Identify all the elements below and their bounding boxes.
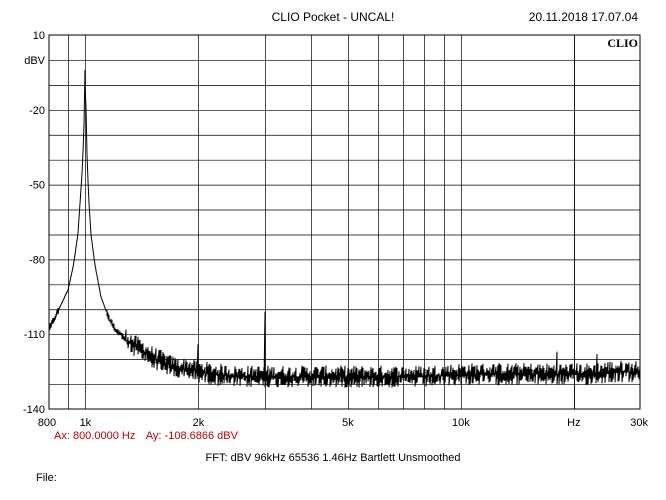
spectrum-trace [48,69,641,388]
file-label: File: [36,472,57,484]
x-tick-label: Hz [567,417,580,429]
x-tick-label: 1k [80,417,92,429]
cursor-ax: Ax: 800.0000 Hz [54,430,136,442]
y-tick-label: -20 [29,105,45,117]
y-tick-label: -110 [24,329,45,341]
y-axis-label: dBV [24,55,45,67]
clio-logo: CLIO [607,36,638,50]
plot-frame [48,34,641,410]
grid [49,35,640,409]
x-tick-label: 30k [630,417,648,429]
fft-chart[interactable]: 10 -20 -50 -80 -110 -140 dBV 800 1k 2k 5k 10k Hz 30k [0,0,666,430]
fft-settings: FFT: dBV 96kHz 65536 1.46Hz Bartlett Uns… [205,452,461,464]
cursor-readout: Ax: 800.0000 Hz Ay: -108.6866 dBV [54,430,246,442]
timestamp: 20.11.2018 17.07.04 [528,10,638,24]
y-tick-label: -140 [23,404,45,416]
x-tick-label: 800 [38,417,56,429]
x-tick-label: 5k [342,417,354,429]
trace-layer [48,69,641,388]
cursor-ay: Ay: -108.6866 dBV [145,430,238,442]
y-tick-label: -50 [29,180,45,192]
y-tick-label: -80 [29,254,45,266]
x-tick-label: 2k [193,417,205,429]
x-tick-label: 10k [452,417,470,429]
tick-labels: 10 -20 -50 -80 -110 -140 dBV 800 1k 2k 5k 10k Hz 30k [23,30,649,429]
plot-title: CLIO Pocket - UNCAL! [271,10,395,24]
y-tick-label: 10 [33,30,45,42]
